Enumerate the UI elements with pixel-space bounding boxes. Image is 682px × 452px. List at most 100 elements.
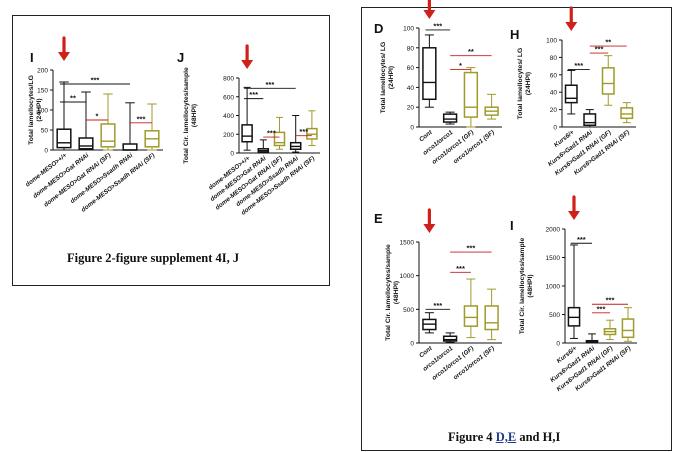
box [273,131,286,147]
y-tick-label: 0 [410,341,414,348]
box [564,84,578,104]
y-axis-label-unit: (48HPI) [527,274,534,297]
significance-stars: *** [597,304,606,313]
y-tick-label: 50 [41,128,49,135]
y-axis-label-unit: (24HPI) [525,72,532,95]
box [241,124,253,143]
box [463,305,479,327]
y-tick-label: 0 [230,151,234,158]
y-tick-label: 2000 [546,227,561,234]
y-tick-label: 100 [37,108,48,115]
box [122,143,138,151]
y-axis-label: Total lamellocytes/ LG [380,42,387,114]
y-axis-label-unit: (24HPI) [388,66,395,89]
significance-stars: *** [456,264,465,273]
red-arrow-head [423,10,436,19]
category-label: Cont [418,345,434,360]
figure-4-caption-underlined: D,E [495,430,517,444]
red-arrow-icon [568,195,580,220]
y-tick-label: 0 [410,125,414,132]
y-tick-label: 40 [407,85,415,92]
figure-4-frame [361,7,672,451]
box [442,113,458,123]
box [100,123,116,148]
panel-letter: H [510,27,519,42]
significance-stars: * [96,112,99,121]
y-tick-label: 1000 [400,273,415,280]
y-tick-label: 40 [550,90,558,97]
red-arrow-icon [565,6,578,31]
red-arrow-head [423,224,436,233]
y-tick-label: 500 [403,307,414,314]
chart-panel-J: J 0 200 400 600 800 Total Cir. lamellocytes/sa… [177,44,320,217]
significance-stars: *** [577,235,586,244]
y-axis-label: Total Cir. lamellocytes/sample [183,67,190,164]
y-tick-label: 0 [553,125,557,132]
significance-stars: *** [466,244,475,253]
red-arrow-icon [423,208,436,233]
y-tick-label: 1500 [400,240,415,247]
significance-stars: *** [433,301,442,310]
significance-stars: *** [266,80,275,89]
significance-stars: *** [91,76,100,85]
panel-letter: E [374,211,383,226]
y-tick-label: 1000 [546,284,561,291]
significance-stars: *** [574,61,583,70]
red-arrow-head [565,22,578,31]
figure-2-caption: Figure 2-figure supplement 4I, J [67,251,240,265]
significance-stars: ** [70,94,76,103]
red-arrow-head [568,211,580,220]
box [442,335,458,342]
significance-stars: *** [267,129,276,138]
y-tick-label: 20 [407,105,415,112]
significance-stars: *** [606,296,615,305]
y-tick-label: 100 [546,38,557,45]
box [583,113,597,127]
y-axis-label: Total lamellocytes/ LG [517,48,524,120]
panel-letter: J [177,50,184,65]
panel-letter: I [30,50,34,65]
red-arrow-head [58,52,70,61]
significance-stars: ** [468,47,474,56]
category-label: Cont [418,129,434,144]
y-tick-label: 0 [556,341,560,348]
y-axis-label-unit: (48HPI) [393,281,400,304]
panel-letter: I [510,218,514,233]
y-tick-label: 20 [550,107,558,114]
red-arrow-icon [423,0,436,19]
red-arrow-icon [241,44,254,69]
chart-panel-H: H 0 20 40 60 80 100 Total lamellocytes/ LG (24HP… [510,6,636,177]
significance-stars: ** [605,38,611,47]
red-arrow-icon [58,36,70,61]
box [620,107,634,120]
significance-stars: *** [595,45,604,54]
chart-panel-E: E 0 500 1000 1500 Total Cir. lamellocytes/sam… [374,208,502,382]
y-axis-label-unit: (48HPI) [191,104,198,127]
y-tick-label: 80 [407,45,415,52]
y-tick-label: 200 [37,68,48,75]
y-tick-label: 800 [223,76,234,83]
y-axis-label-unit: (24HPI) [36,98,43,121]
chart-panel-I2: I 0 500 1000 1500 2000 Total Cir. lamellocytes… [510,195,637,393]
y-tick-label: 80 [550,55,558,62]
significance-stars: *** [137,114,146,123]
y-tick-label: 200 [223,132,234,139]
y-axis-label: Total lamellocytes/LG [28,75,35,145]
significance-stars: *** [433,21,442,30]
red-arrow-head [241,60,254,69]
y-tick-label: 60 [407,65,415,72]
box [601,67,615,95]
y-tick-label: 400 [223,113,234,120]
y-axis-label: Total Cir. lamellocytes/sample [385,244,392,341]
box [621,318,635,339]
panel-letter: D [374,21,383,36]
significance-stars: *** [299,127,308,136]
figure-4-caption: Figure 4 D,E and H,I [448,430,560,445]
figure-4-caption-suffix: and H,I [516,430,561,444]
y-tick-label: 150 [37,88,48,95]
chart-panel-D: D 0 20 40 60 80 100 Total lamellocytes/ LG (24HP… [374,0,502,166]
box [422,47,437,101]
box [463,71,479,118]
